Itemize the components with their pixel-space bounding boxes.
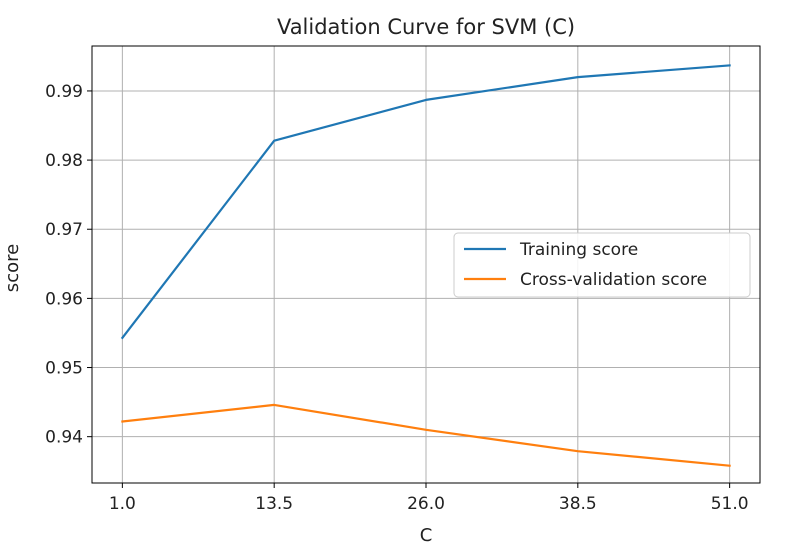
legend-box (453, 232, 751, 298)
x-tick-label: 51.0 (711, 494, 749, 514)
legend-label-0: Training score (519, 240, 638, 260)
y-tick-label: 0.96 (45, 289, 83, 309)
x-tick-label: 26.0 (407, 494, 445, 514)
x-tick-label: 38.5 (559, 494, 597, 514)
x-tick-label: 13.5 (255, 494, 293, 514)
legend-label-1: Cross-validation score (520, 270, 707, 290)
legend: Training score Cross-validation score (453, 232, 751, 298)
y-axis-label: score (2, 244, 23, 292)
series-line-1 (121, 403, 731, 467)
y-tick-label: 0.94 (45, 428, 83, 448)
y-tick-label: 0.99 (45, 82, 83, 102)
y-tick-label: 0.98 (45, 151, 83, 171)
y-tick-label: 0.97 (45, 220, 83, 240)
series-line-0 (120, 64, 731, 340)
x-axis-label: C (420, 525, 433, 546)
y-tick-label: 0.95 (45, 359, 83, 379)
series-lines (120, 64, 731, 467)
axis-ticks: 1.0 13.5 26.0 38.5 51.0 0.94 0.95 0.96 0.97 0.98 0… (45, 82, 748, 514)
chart-title: Validation Curve for SVM (C) (277, 15, 575, 39)
x-tick-label: 1.0 (109, 494, 136, 514)
